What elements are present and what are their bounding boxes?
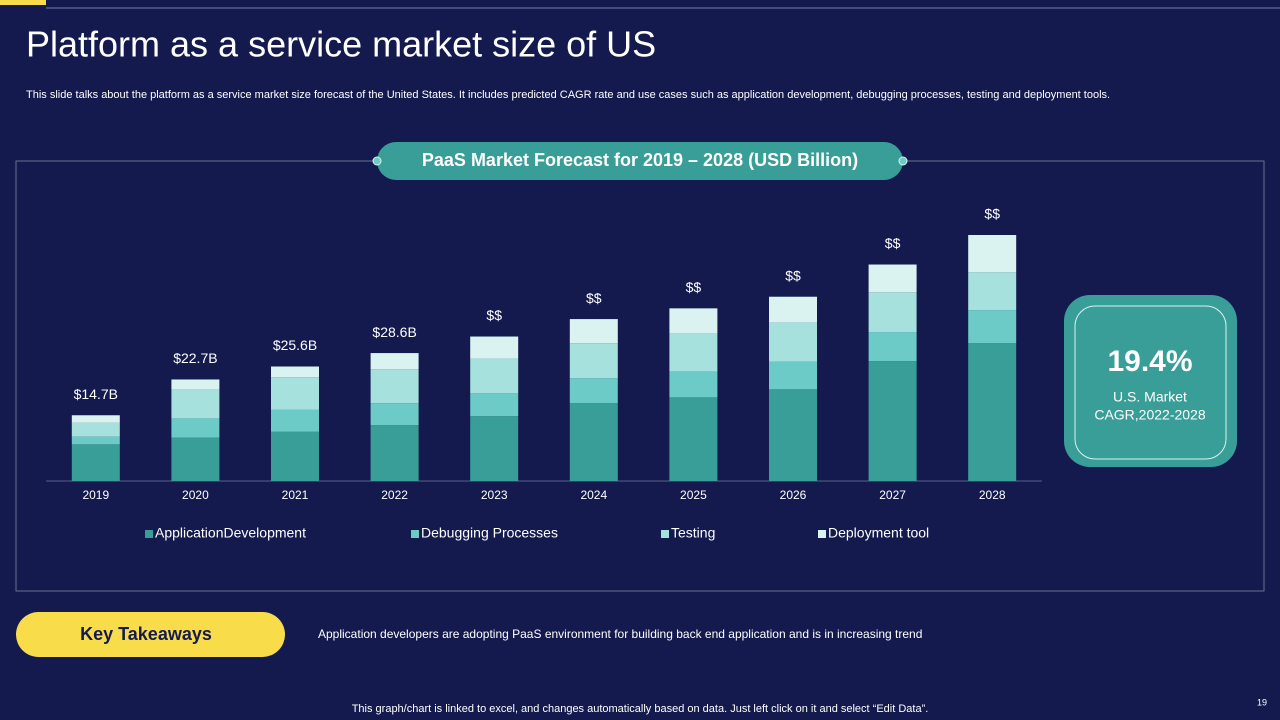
bar-segment	[569, 319, 618, 344]
slide-subtitle: This slide talks about the platform as a…	[26, 89, 1110, 101]
bar-segment	[769, 389, 817, 481]
x-tick-label: 2027	[879, 488, 906, 502]
bar-segment	[669, 371, 718, 398]
page-number: 19	[1257, 697, 1267, 707]
x-tick-label: 2025	[680, 488, 707, 502]
total-label: $$	[885, 235, 901, 251]
kpi-value: 19.4%	[1107, 345, 1192, 378]
total-label: $14.7B	[74, 386, 118, 402]
legend-label: Deployment tool	[828, 525, 929, 541]
legend-swatch	[818, 530, 826, 538]
x-tick-label: 2022	[381, 488, 408, 502]
total-label: $$	[686, 279, 702, 295]
bar-segment	[968, 310, 1017, 344]
bar-segment	[71, 415, 120, 423]
x-tick-label: 2026	[780, 488, 807, 502]
total-label: $25.6B	[273, 337, 317, 353]
bar-segment	[470, 336, 519, 359]
bar-segment	[171, 437, 220, 481]
bar-segment	[271, 431, 319, 481]
bar-segment	[370, 425, 419, 481]
x-tick-label: 2021	[282, 488, 309, 502]
bar-segment	[71, 422, 120, 437]
legend-swatch	[145, 530, 153, 538]
takeaways-button[interactable]	[16, 612, 285, 657]
pill-dot	[898, 156, 908, 166]
bar-segment	[370, 353, 419, 370]
total-label: $$	[486, 307, 502, 323]
bar-segment	[769, 322, 817, 362]
takeaways-label[interactable]: Key Takeaways	[80, 624, 212, 644]
bar-segment	[868, 332, 917, 362]
x-tick-label: 2024	[580, 488, 607, 502]
bar-segment	[271, 377, 319, 410]
bar-segment	[370, 403, 419, 426]
legend-label: Debugging Processes	[421, 525, 558, 541]
kpi-inner	[1074, 305, 1227, 460]
bar-segment	[271, 366, 319, 378]
bar-segment	[171, 418, 220, 438]
legend-label: ApplicationDevelopment	[155, 525, 306, 541]
chart-title-pill	[377, 142, 903, 180]
x-tick-label: 2028	[979, 488, 1006, 502]
bar-segment	[669, 308, 718, 334]
bar-segment	[868, 292, 917, 333]
legend-label: Testing	[671, 525, 715, 541]
bar-segment	[968, 343, 1017, 481]
bar-segment	[968, 272, 1017, 311]
bar-segment	[769, 296, 817, 323]
bar-segment	[569, 378, 618, 404]
bar-segment	[470, 393, 519, 417]
legend-swatch	[411, 530, 419, 538]
chart-title: PaaS Market Forecast for 2019 – 2028 (US…	[422, 150, 858, 170]
bar-segment	[171, 379, 220, 390]
bar-segment	[171, 389, 220, 419]
bar-segment	[669, 397, 718, 481]
kpi-label: U.S. Market	[1113, 389, 1187, 405]
x-tick-label: 2019	[82, 488, 109, 502]
bar-segment	[271, 409, 319, 432]
bar-segment	[470, 358, 519, 394]
bar-segment	[968, 235, 1017, 273]
legend-swatch	[661, 530, 669, 538]
total-label: $$	[984, 206, 1000, 222]
bar-segment	[769, 361, 817, 390]
total-label: $28.6B	[372, 324, 416, 340]
total-label: $22.7B	[173, 350, 217, 366]
total-label: $$	[785, 267, 801, 283]
bar-segment	[868, 264, 917, 293]
footer-note: This graph/chart is linked to excel, and…	[352, 703, 929, 715]
bar-segment	[569, 403, 618, 481]
bar-segment	[868, 361, 917, 481]
x-tick-label: 2023	[481, 488, 508, 502]
kpi-label: CAGR,2022-2028	[1094, 407, 1206, 423]
slide-title: Platform as a service market size of US	[26, 24, 656, 65]
pill-dot	[372, 156, 382, 166]
accent-bar	[0, 0, 46, 5]
x-tick-label: 2020	[182, 488, 209, 502]
kpi-card	[1064, 295, 1237, 467]
takeaways-text: Application developers are adopting PaaS…	[318, 627, 922, 641]
total-label: $$	[586, 290, 602, 306]
bar-segment	[470, 416, 519, 481]
bar-segment	[71, 436, 120, 445]
bar-segment	[569, 343, 618, 379]
bar-segment	[370, 369, 419, 404]
bar-segment	[669, 333, 718, 372]
bar-segment	[71, 444, 120, 481]
